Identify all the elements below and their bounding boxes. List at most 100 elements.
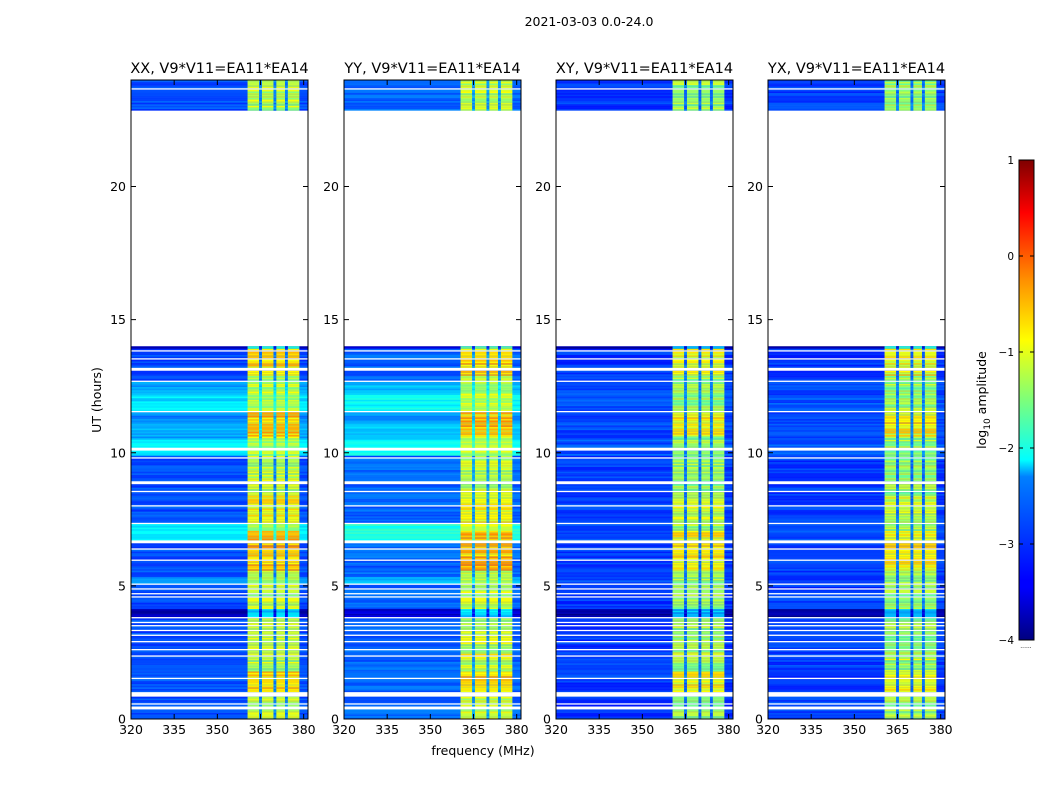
heatmap-cell [344,546,521,549]
heatmap-cell [768,472,945,475]
heatmap-cell [556,361,733,364]
heatmap-cell [273,557,277,560]
heatmap-cell [556,455,733,458]
heatmap-cell [273,520,277,523]
heatmap-cell [884,91,937,94]
heatmap-cell [259,611,262,614]
heatmap-cell [259,520,262,523]
heatmap-cell [896,650,899,653]
heatmap-cell [472,393,475,396]
heatmap-cell [921,576,925,579]
heatmap-cell [472,597,475,600]
heatmap-cell [910,399,914,402]
heatmap-cell [768,514,945,517]
heatmap-cell [884,441,937,443]
heatmap-cell [556,393,733,396]
heatmap-cell [896,488,899,491]
heatmap-cell [672,401,725,403]
heatmap-cell [273,453,277,456]
heatmap-cell [556,508,733,511]
heatmap-cell [472,568,475,571]
heatmap-cell [472,498,475,501]
heatmap-cell [131,97,308,100]
heatmap-cell [684,84,687,87]
heatmap-cell [768,466,945,469]
heatmap-cell [896,444,899,447]
heatmap-cell [497,92,501,95]
heatmap-cell [497,675,501,678]
heatmap-cell [921,461,925,464]
heatmap-cell [284,656,288,659]
heatmap-cell [486,498,490,501]
heatmap-cell [131,688,308,691]
heatmap-cell [910,663,914,665]
x-tick-label: 350 [842,722,866,737]
heatmap-cell [896,669,899,672]
heatmap-cell [259,511,262,514]
heatmap-cell [910,445,914,448]
heatmap-cell [698,674,702,677]
heatmap-cell [472,528,475,531]
heatmap-cell [921,393,925,396]
heatmap-cell [884,437,937,440]
heatmap-cell [273,663,277,665]
heatmap-cell [131,431,308,434]
heatmap-cell [910,351,914,354]
heatmap-cell [131,501,308,504]
heatmap-cell [672,530,725,533]
heatmap-cell [896,445,899,448]
heatmap-cell [131,108,308,111]
heatmap-cell [259,642,262,645]
heatmap-cell [921,519,925,522]
heatmap-cell [684,377,687,380]
heatmap-cell [672,402,725,405]
heatmap-cell [131,512,308,515]
heatmap-cell [709,696,713,699]
heatmap-cell [284,669,288,672]
heatmap-cell [768,524,945,527]
colorbar-tick-label: −2 [999,443,1014,455]
heatmap-cell [910,102,914,105]
panel-heatmap [556,80,733,720]
heatmap-cell [273,354,277,357]
heatmap-cell [556,94,733,97]
heatmap-cell [556,709,733,712]
heatmap-cell [709,698,713,701]
heatmap-cell [698,615,702,618]
heatmap-cell [896,607,899,610]
heatmap-cell [273,525,277,528]
heatmap-cell [910,669,914,672]
heatmap-cell [486,460,490,463]
heatmap-cell [556,675,733,678]
heatmap-cell [497,605,501,608]
heatmap-cell [131,661,308,664]
heatmap-cell [273,527,277,530]
heatmap-cell [284,428,288,431]
heatmap-cell [910,433,914,435]
heatmap-cell [273,538,277,541]
heatmap-cell [672,103,725,106]
heatmap-cell [556,461,733,464]
heatmap-cell [344,501,521,504]
heatmap-cell [284,709,288,712]
heatmap-cell [344,682,521,685]
heatmap-cell [259,460,262,463]
heatmap-cell [131,570,308,573]
heatmap-cell [884,97,937,100]
heatmap-cell [556,391,733,394]
heatmap-cell [910,512,914,515]
heatmap-cell [131,388,308,391]
heatmap-cell [556,546,733,549]
heatmap-cell [344,393,521,396]
heatmap-cell [259,428,262,431]
heatmap-cell [284,643,288,646]
heatmap-cell [259,687,262,689]
heatmap-cell [709,370,713,373]
heatmap-cell [259,471,262,474]
heatmap-cell [486,586,490,589]
heatmap-cell [273,528,277,531]
heatmap-cell [768,404,945,407]
heatmap-cell [709,570,713,573]
heatmap-cell [284,452,288,455]
heatmap-cell [768,89,945,92]
